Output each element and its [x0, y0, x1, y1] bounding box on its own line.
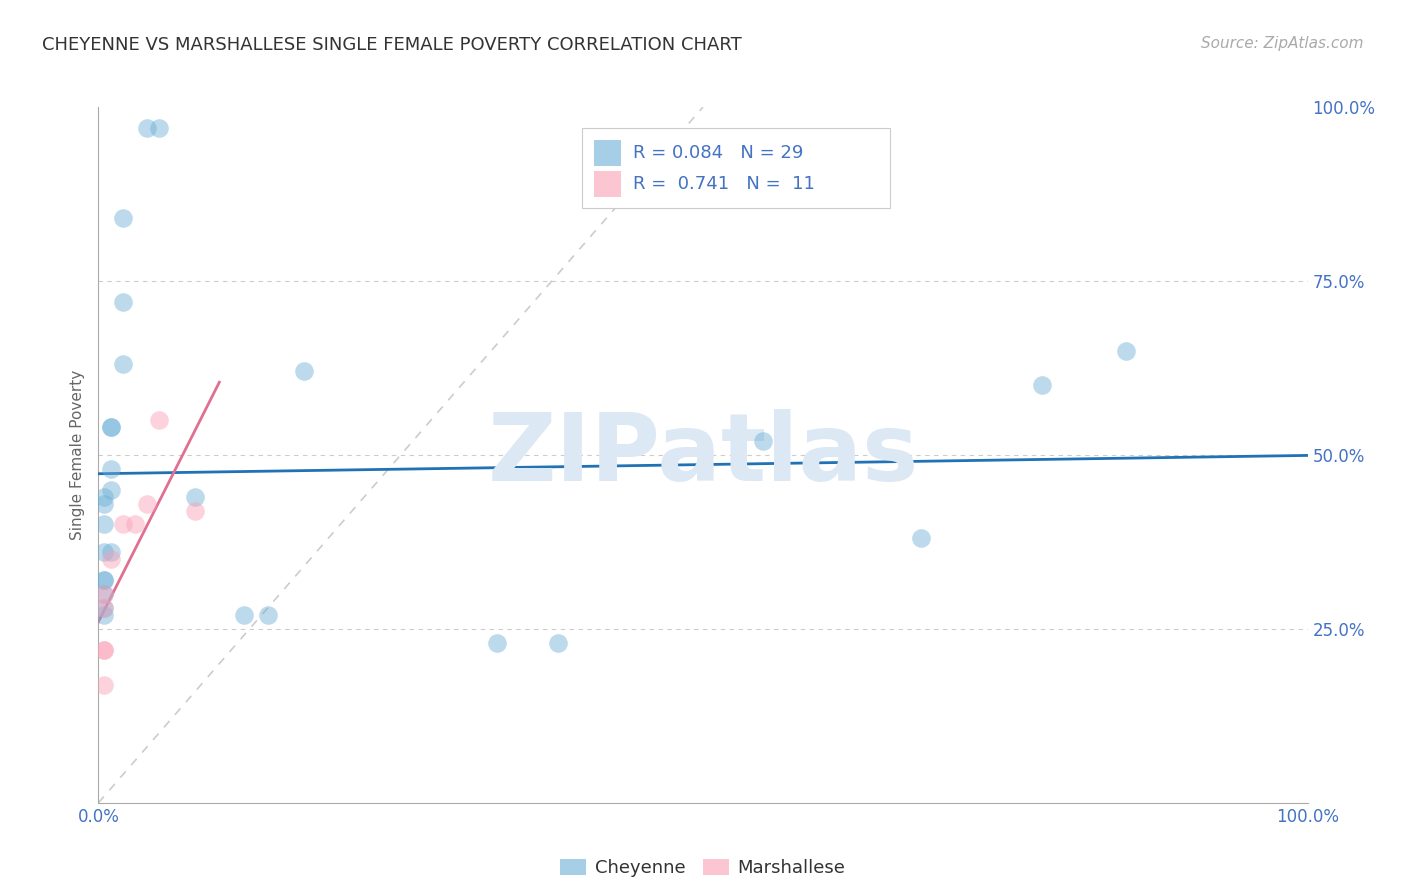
- Point: [93, 545, 115, 559]
- Point: [93, 642, 115, 657]
- Point: [93, 601, 115, 615]
- Point: [100, 420, 122, 434]
- Point: [93, 517, 115, 532]
- Point: [111, 517, 134, 532]
- Point: [100, 462, 122, 476]
- Point: [1115, 343, 1137, 358]
- Point: [111, 294, 134, 309]
- Point: [184, 503, 207, 517]
- Bar: [582, 128, 890, 208]
- Point: [124, 517, 146, 532]
- Text: Source: ZipAtlas.com: Source: ZipAtlas.com: [1201, 36, 1364, 51]
- Point: [93, 587, 115, 601]
- Point: [232, 607, 254, 622]
- Point: [752, 434, 775, 448]
- Point: [547, 636, 569, 650]
- Point: [93, 601, 115, 615]
- Point: [100, 483, 122, 497]
- Point: [100, 420, 122, 434]
- Point: [910, 532, 932, 546]
- Point: [100, 545, 122, 559]
- Text: R = 0.084   N = 29: R = 0.084 N = 29: [633, 144, 803, 162]
- Point: [93, 497, 115, 511]
- Point: [93, 573, 115, 587]
- Bar: [595, 171, 621, 197]
- Point: [1031, 378, 1053, 392]
- Point: [135, 120, 157, 135]
- Point: [184, 490, 207, 504]
- Point: [93, 677, 115, 691]
- Point: [93, 607, 115, 622]
- Point: [100, 552, 122, 566]
- Text: ZIPatlas: ZIPatlas: [488, 409, 918, 501]
- Point: [135, 497, 157, 511]
- Legend: Cheyenne, Marshallese: Cheyenne, Marshallese: [553, 852, 853, 884]
- Y-axis label: Single Female Poverty: Single Female Poverty: [70, 370, 86, 540]
- Point: [486, 636, 509, 650]
- Point: [93, 490, 115, 504]
- Point: [292, 364, 315, 378]
- Point: [148, 120, 170, 135]
- Point: [148, 413, 170, 427]
- Text: CHEYENNE VS MARSHALLESE SINGLE FEMALE POVERTY CORRELATION CHART: CHEYENNE VS MARSHALLESE SINGLE FEMALE PO…: [42, 36, 742, 54]
- Text: R =  0.741   N =  11: R = 0.741 N = 11: [633, 175, 814, 194]
- Bar: [595, 140, 621, 166]
- Point: [93, 573, 115, 587]
- Point: [111, 358, 134, 372]
- Point: [111, 211, 134, 226]
- Point: [256, 607, 278, 622]
- Point: [93, 642, 115, 657]
- Point: [93, 587, 115, 601]
